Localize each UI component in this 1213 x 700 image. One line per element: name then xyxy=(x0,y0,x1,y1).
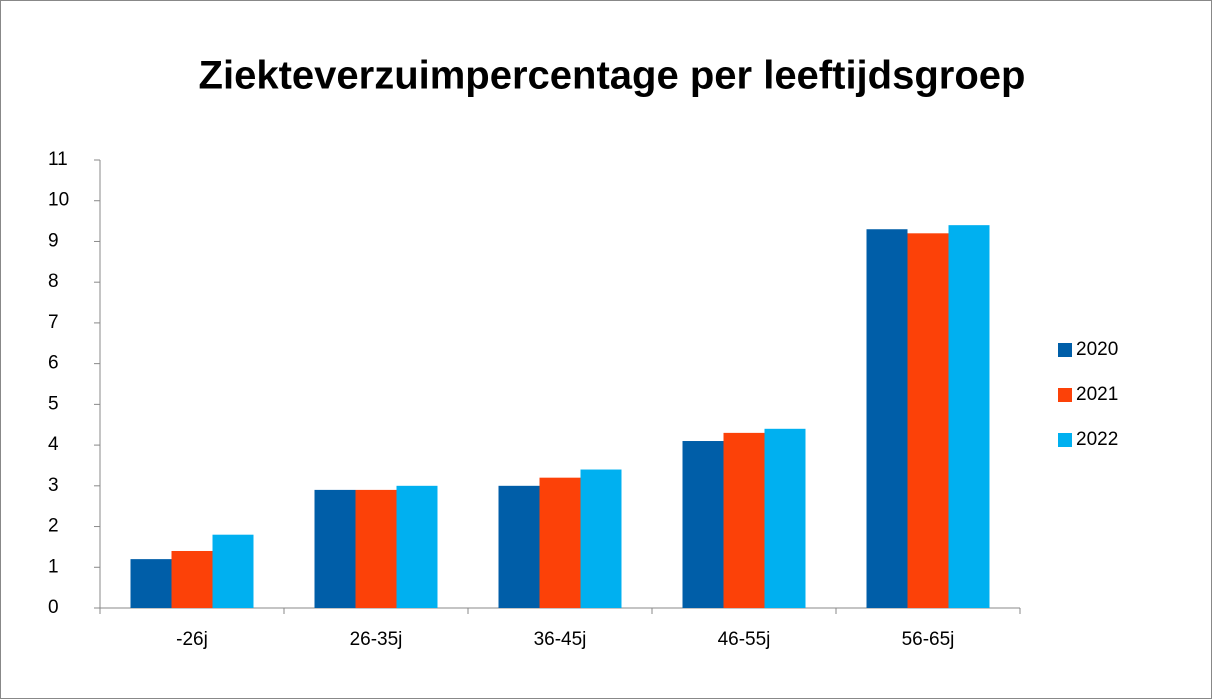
chart-title: Ziekteverzuimpercentage per leeftijdsgro… xyxy=(199,54,1026,98)
bar xyxy=(948,225,990,608)
bar xyxy=(723,432,765,608)
bar xyxy=(212,534,254,608)
bar xyxy=(171,550,213,608)
x-tick-label: 56-65j xyxy=(902,629,955,650)
legend-swatch xyxy=(1058,343,1072,357)
bar xyxy=(355,489,397,608)
y-tick-label: 10 xyxy=(48,190,69,211)
x-tick-label: 26-35j xyxy=(350,629,403,650)
bar xyxy=(682,441,724,608)
y-tick-label: 4 xyxy=(48,434,59,455)
legend-label: 2020 xyxy=(1076,339,1118,360)
bar xyxy=(764,428,806,608)
bar xyxy=(539,477,581,608)
bar xyxy=(866,229,908,608)
y-tick-label: 6 xyxy=(48,353,59,374)
y-tick-label: 3 xyxy=(48,475,59,496)
bar xyxy=(498,485,540,608)
bar xyxy=(580,469,622,608)
bar xyxy=(130,559,172,608)
bar xyxy=(314,489,356,608)
legend-label: 2022 xyxy=(1076,429,1118,450)
x-tick-label: 46-55j xyxy=(718,629,771,650)
y-tick-label: 11 xyxy=(48,149,68,170)
legend-label: 2021 xyxy=(1076,384,1118,405)
bar xyxy=(907,233,949,609)
y-tick-label: 7 xyxy=(48,312,59,333)
y-tick-label: 0 xyxy=(48,597,59,618)
y-tick-label: 9 xyxy=(48,230,59,251)
x-tick-label: -26j xyxy=(176,629,208,650)
x-tick-label: 36-45j xyxy=(534,629,587,650)
legend-swatch xyxy=(1058,388,1072,402)
y-tick-label: 1 xyxy=(48,556,59,577)
legend-swatch xyxy=(1058,433,1072,447)
y-tick-label: 8 xyxy=(48,271,59,292)
y-tick-label: 5 xyxy=(48,393,59,414)
y-tick-label: 2 xyxy=(48,516,59,537)
bar xyxy=(396,485,438,608)
